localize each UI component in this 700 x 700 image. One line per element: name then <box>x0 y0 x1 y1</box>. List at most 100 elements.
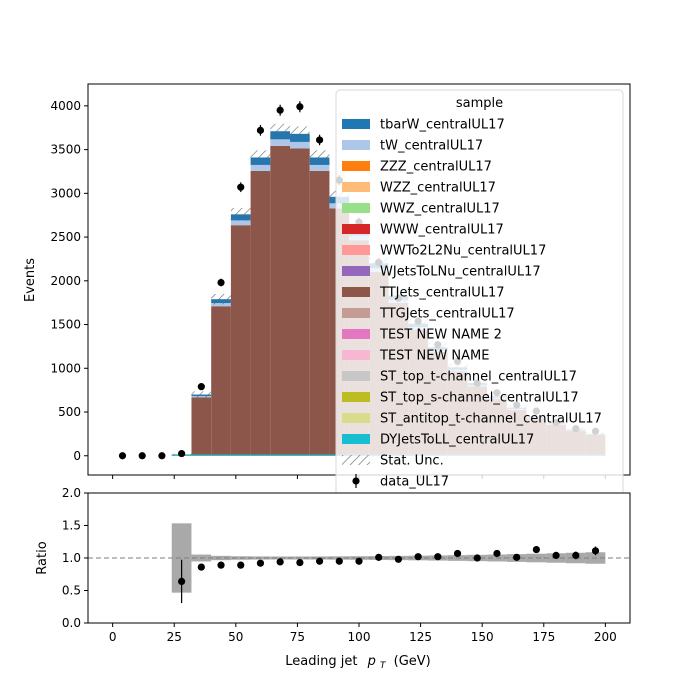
mc-bar-dyjets <box>309 454 330 456</box>
legend-swatch <box>342 371 370 381</box>
ratio-unc-band <box>211 555 231 561</box>
mc-bar-ttjets <box>191 397 212 456</box>
ratio-plot-area <box>88 523 630 604</box>
y-tick-label: 1500 <box>50 318 81 332</box>
main-y-label: Events <box>23 258 38 302</box>
legend: sample tbarW_centralUL17 tW_centralUL17 ZZZ… <box>335 89 624 499</box>
y-tick-label: 0 <box>73 449 81 463</box>
stat-unc-hatch <box>211 294 231 305</box>
mc-bar-ttjets <box>250 170 271 456</box>
x-axis-label-main: Leading jet <box>285 654 357 669</box>
legend-swatch <box>342 203 370 213</box>
ratio-point <box>355 557 363 565</box>
ratio-point <box>453 549 462 558</box>
ratio-point <box>217 561 225 569</box>
legend-swatch <box>342 287 370 297</box>
mc-bar-ttjets <box>309 170 330 456</box>
x-tick-label: 25 <box>167 630 182 644</box>
mc-bar-ttjets <box>270 145 291 456</box>
data-point <box>178 449 186 458</box>
legend-label: WWW_centralUL17 <box>380 223 504 238</box>
mc-bar-ttjets <box>290 148 310 456</box>
main-y-ticks: 0 500 1000 1500 2000 2500 3000 3500 4000 <box>50 99 88 463</box>
legend-swatch <box>342 350 370 360</box>
stat-unc-hatch <box>309 150 330 165</box>
x-axis-label-symbol: p <box>367 654 376 669</box>
x-tick-label: 125 <box>409 630 432 644</box>
ratio-point <box>276 558 284 566</box>
mc-bar-tw <box>270 139 291 146</box>
data-point <box>138 452 146 460</box>
mc-bar-ttjets <box>230 225 251 456</box>
stat-unc-hatch <box>191 391 212 398</box>
x-axis-label-subscript: T <box>380 661 387 671</box>
legend-swatch <box>342 308 370 318</box>
legend-title: sample <box>456 96 503 111</box>
ratio-point <box>473 554 481 562</box>
legend-swatch <box>342 161 370 171</box>
x-tick-label: 100 <box>348 630 371 644</box>
mc-bar-ttjets <box>211 306 231 456</box>
mc-bar-dyjets <box>270 454 291 456</box>
ratio-point <box>237 561 245 569</box>
ratio-point <box>513 553 521 561</box>
ratio-y-tick-label: 0.0 <box>62 616 81 630</box>
stat-unc-hatch <box>290 126 310 142</box>
legend-label: WWTo2L2Nu_centralUL17 <box>380 244 546 259</box>
mc-bar-tw <box>211 303 231 307</box>
ratio-point <box>296 558 304 567</box>
ratio-y-label: Ratio <box>35 541 50 574</box>
data-point <box>256 126 265 134</box>
legend-label: DYJetsToLL_centralUL17 <box>380 433 534 448</box>
data-point <box>276 106 284 114</box>
legend-label: WJetsToLNu_centralUL17 <box>380 265 541 280</box>
data-point <box>296 103 304 111</box>
legend-swatch <box>342 392 370 402</box>
x-tick-label: 0 <box>109 630 117 644</box>
ratio-point <box>394 555 403 563</box>
ratio-y-tick-label: 1.0 <box>62 551 81 565</box>
legend-marker-point <box>352 477 360 485</box>
ratio-point <box>532 545 540 554</box>
y-tick-label: 1000 <box>50 361 81 375</box>
ratio-y-tick-label: 2.0 <box>62 486 81 500</box>
ratio-point <box>335 557 343 565</box>
ratio-point <box>572 551 580 560</box>
legend-label: Stat. Unc. <box>380 454 444 469</box>
ratio-y-tick-label: 1.5 <box>62 519 81 533</box>
y-tick-label: 3000 <box>50 186 81 200</box>
ratio-y-ticks: 0.0 0.5 1.0 1.5 2.0 <box>62 486 88 630</box>
legend-swatch <box>342 329 370 339</box>
legend-label: TEST NEW NAME 2 <box>379 328 502 343</box>
x-axis-label-unit: (GeV) <box>394 654 431 669</box>
y-tick-label: 2500 <box>50 230 81 244</box>
mc-bar-tw <box>250 164 271 171</box>
ratio-point <box>256 559 265 567</box>
mc-bar-dyjets <box>290 454 310 456</box>
mc-bar-dyjets <box>250 454 271 456</box>
data-point <box>315 136 324 144</box>
ratio-point <box>197 563 205 571</box>
y-tick-label: 500 <box>58 405 81 419</box>
legend-swatch <box>342 245 370 255</box>
legend-swatch <box>342 119 370 129</box>
ratio-point <box>591 547 600 555</box>
legend-swatch-hatch <box>342 455 370 465</box>
mc-bar-tw <box>230 220 251 226</box>
legend-label: WWZ_centralUL17 <box>380 202 500 217</box>
legend-swatch <box>342 434 370 444</box>
stat-unc-hatch <box>270 123 291 139</box>
legend-swatch <box>342 140 370 150</box>
legend-label: ST_top_s-channel_centralUL17 <box>380 391 579 406</box>
legend-label: ST_antitop_t-channel_centralUL17 <box>380 412 602 427</box>
legend-label: tbarW_centralUL17 <box>380 118 505 133</box>
legend-swatch <box>342 266 370 276</box>
ratio-point <box>375 553 383 561</box>
legend-swatch <box>342 224 370 234</box>
x-tick-label: 200 <box>594 630 617 644</box>
y-tick-label: 3500 <box>50 143 81 157</box>
ratio-point <box>434 553 442 561</box>
ratio-point <box>178 577 186 586</box>
mc-bar-tw <box>309 164 330 171</box>
